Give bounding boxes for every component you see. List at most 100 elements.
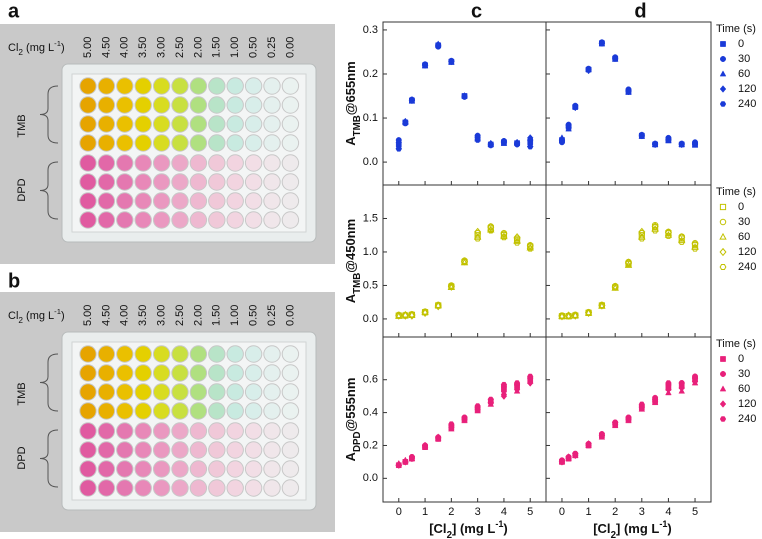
well	[226, 364, 244, 382]
marker	[678, 380, 685, 386]
well	[116, 460, 134, 478]
well	[171, 154, 189, 172]
marker	[691, 245, 699, 252]
marker	[487, 141, 494, 148]
x-tick-label: 5	[692, 506, 698, 518]
well	[244, 460, 263, 478]
marker	[598, 302, 606, 309]
marker	[719, 203, 727, 211]
marker	[719, 218, 727, 226]
marker	[611, 284, 619, 291]
well	[171, 211, 189, 229]
well	[171, 383, 189, 401]
text-part: )	[61, 310, 65, 322]
well	[263, 460, 281, 478]
well	[171, 460, 189, 478]
well	[116, 211, 134, 229]
well	[171, 422, 189, 440]
panel-label: a	[8, 0, 20, 22]
well	[152, 402, 171, 420]
well	[281, 383, 300, 401]
marker	[719, 264, 727, 270]
marker	[565, 313, 573, 320]
well	[97, 479, 116, 497]
group-label: DPD	[16, 178, 28, 201]
well	[116, 441, 134, 459]
axis-label: Cl2 (mg L-1)	[8, 307, 65, 325]
well	[152, 345, 171, 363]
column-label: 0.00	[284, 305, 296, 326]
marker	[401, 311, 409, 318]
well	[189, 345, 208, 363]
well	[263, 96, 281, 114]
well	[116, 364, 134, 382]
well	[79, 402, 97, 420]
column-label: 3.50	[137, 305, 149, 326]
well	[79, 383, 97, 401]
text-part: A	[343, 293, 358, 303]
column-label: 0.25	[266, 305, 278, 326]
well	[281, 154, 300, 172]
well	[134, 77, 152, 95]
well	[171, 192, 189, 210]
text-part: ] (mg L	[452, 521, 495, 536]
marker	[719, 247, 727, 257]
text-part: 2	[447, 530, 453, 539]
well	[79, 422, 97, 440]
marker	[395, 146, 402, 152]
well	[134, 115, 152, 133]
well	[208, 115, 226, 133]
well	[189, 77, 208, 95]
marker	[558, 312, 566, 321]
well	[189, 211, 208, 229]
marker	[500, 392, 508, 400]
marker	[558, 312, 566, 319]
marker	[565, 123, 572, 129]
well	[208, 460, 226, 478]
well	[189, 173, 208, 191]
column-label: 4.00	[119, 37, 131, 58]
x-tick-label: 3	[475, 506, 481, 518]
well	[116, 383, 134, 401]
marker	[638, 227, 646, 237]
well	[97, 383, 116, 401]
well	[134, 345, 152, 363]
well	[171, 115, 189, 133]
well	[226, 192, 244, 210]
legend-label: 120	[738, 246, 756, 258]
marker	[500, 139, 508, 146]
legend-label: 30	[738, 368, 750, 380]
text-part: @555nm	[343, 378, 358, 432]
well	[281, 173, 300, 191]
well	[263, 441, 281, 459]
marker	[719, 232, 727, 240]
marker	[513, 140, 521, 147]
panel-label: d	[634, 0, 646, 22]
text-part: -1	[54, 39, 61, 48]
well	[189, 441, 208, 459]
well	[244, 154, 263, 172]
marker	[664, 232, 672, 239]
well	[152, 115, 171, 133]
well	[134, 479, 152, 497]
well	[208, 441, 226, 459]
well	[281, 115, 300, 133]
legend-title: Time (s)	[716, 23, 756, 35]
x-tick-label: 3	[639, 506, 645, 518]
text-part: )	[61, 42, 65, 54]
marker	[408, 311, 416, 320]
text-part: TMB	[352, 273, 363, 294]
marker	[513, 239, 521, 246]
marker	[651, 396, 659, 403]
well	[97, 154, 116, 172]
well	[226, 402, 244, 420]
marker	[527, 373, 534, 380]
text-part: [Cl	[593, 521, 610, 536]
column-label: 1.00	[229, 37, 241, 58]
x-tick-label: 4	[665, 506, 671, 518]
marker	[421, 444, 429, 450]
legend-label: 0	[738, 201, 744, 213]
marker	[651, 141, 659, 147]
marker	[513, 380, 521, 386]
